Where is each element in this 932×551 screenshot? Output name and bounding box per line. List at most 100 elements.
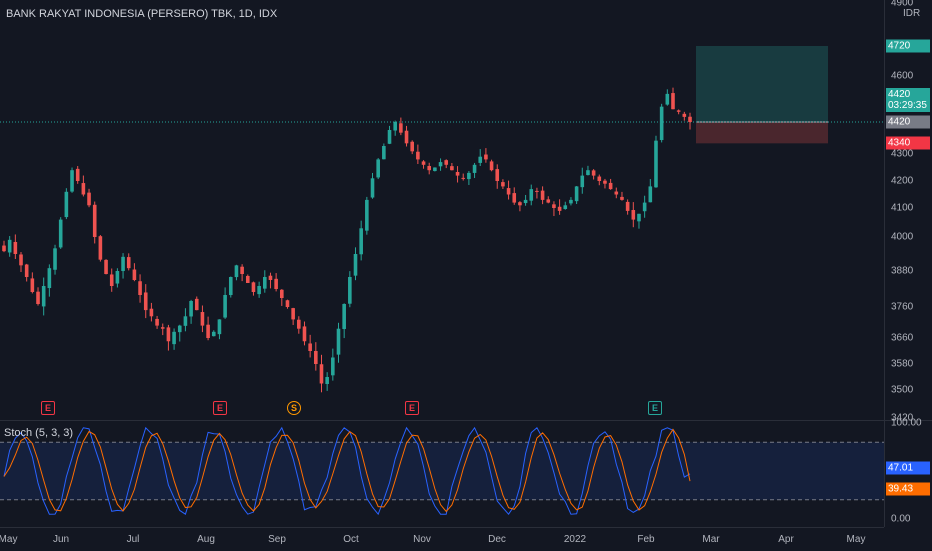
candle (172, 328, 176, 350)
candle-body (143, 292, 148, 311)
candle (552, 201, 556, 217)
candle-body (274, 278, 278, 289)
candle (223, 287, 227, 319)
candle (342, 303, 346, 339)
candle-body (172, 331, 176, 345)
stochastic-pane[interactable] (0, 421, 884, 527)
time-tick-aug: Aug (197, 534, 215, 545)
candle (155, 315, 159, 329)
candle (121, 253, 125, 279)
stochastic-axis[interactable]: 100.00 0.00 (884, 418, 932, 527)
price-axis[interactable]: IDR 4900 4720 4600 4420 4300 4200 4100 4000 3880… (884, 0, 932, 424)
candle (682, 111, 687, 121)
entry-price-tag: 4420 (886, 115, 930, 129)
event-marker-earnings[interactable]: E (405, 401, 419, 415)
candle-body (450, 166, 454, 171)
candle (614, 187, 619, 199)
candle-body (586, 170, 590, 176)
candle-body (291, 308, 295, 320)
price-tick-3580: 3580 (891, 358, 914, 370)
candle (518, 201, 522, 212)
candle (280, 289, 284, 306)
candle (115, 268, 120, 288)
candle-body (183, 316, 188, 326)
candle-body (523, 199, 528, 204)
candle (240, 264, 244, 282)
event-marker-earnings[interactable]: E (648, 401, 662, 415)
candle (399, 117, 403, 136)
candle (297, 316, 301, 334)
candle-body (382, 146, 386, 160)
candle-body (535, 190, 539, 192)
event-marker-earnings[interactable]: E (41, 401, 55, 415)
time-axis[interactable]: May Jun Jul Aug Sep Oct Nov Dec 2022 Feb Mar Apr May (0, 527, 884, 551)
candle-body (104, 259, 108, 274)
candle (382, 143, 386, 160)
candle-body (58, 219, 63, 248)
candle-body (444, 160, 449, 165)
candle (376, 158, 380, 180)
candle (637, 213, 641, 229)
candle-body (603, 180, 607, 184)
candle-body (331, 357, 335, 376)
candle-body (359, 228, 363, 255)
event-marker-earnings[interactable]: E (213, 401, 227, 415)
candle-body (591, 170, 596, 176)
candle (495, 164, 500, 189)
candle (36, 287, 40, 306)
price-tick-4000: 4000 (891, 231, 914, 243)
stochastic-legend: Stoch (5, 3, 3) (4, 427, 74, 439)
candle-body (399, 123, 403, 133)
candle (591, 169, 596, 180)
candle-body (36, 291, 40, 304)
candle-body (126, 257, 131, 269)
candle (416, 144, 420, 165)
candle-body (2, 245, 6, 252)
candle (7, 236, 12, 257)
candle-body (81, 183, 86, 195)
price-tick-4100: 4100 (891, 202, 914, 214)
candle-body (177, 325, 182, 333)
candle (620, 191, 624, 201)
pane-divider[interactable] (0, 420, 932, 421)
candle-body (223, 295, 227, 318)
candle-body (7, 239, 12, 253)
candle (410, 140, 414, 155)
event-marker-split[interactable]: S (287, 401, 301, 415)
candle (574, 185, 579, 204)
candle (387, 125, 392, 145)
stochastic-band-fill (0, 442, 884, 500)
candle-body (132, 269, 137, 280)
candle-body (365, 199, 369, 231)
candle-body (552, 204, 556, 208)
candle (132, 263, 137, 282)
candle (285, 299, 290, 309)
candle-body (348, 277, 352, 304)
candle-body (404, 130, 409, 144)
candle-body (75, 168, 80, 181)
candle-body (574, 186, 579, 202)
candle-body (472, 164, 477, 173)
candle-body (620, 196, 624, 200)
candle (484, 148, 488, 163)
candle (251, 281, 256, 296)
candle (671, 87, 675, 110)
price-tick-4600: 4600 (891, 70, 914, 82)
candle-body (546, 199, 551, 203)
candle-body (109, 274, 114, 286)
candle-body (467, 172, 471, 180)
candle-body (257, 286, 261, 295)
candle (30, 272, 35, 294)
candle-body (557, 206, 562, 211)
candle (563, 201, 568, 210)
price-tick-3660: 3660 (891, 332, 914, 344)
candle-body (297, 319, 301, 329)
candle-body (138, 281, 142, 295)
candle-body (631, 210, 636, 220)
candle-body (47, 268, 52, 289)
stochastic-tick-0: 0.00 (891, 513, 911, 525)
candle-body (625, 201, 630, 211)
take-profit-zone (696, 46, 828, 122)
candle (506, 180, 511, 200)
price-chart[interactable] (0, 0, 884, 420)
